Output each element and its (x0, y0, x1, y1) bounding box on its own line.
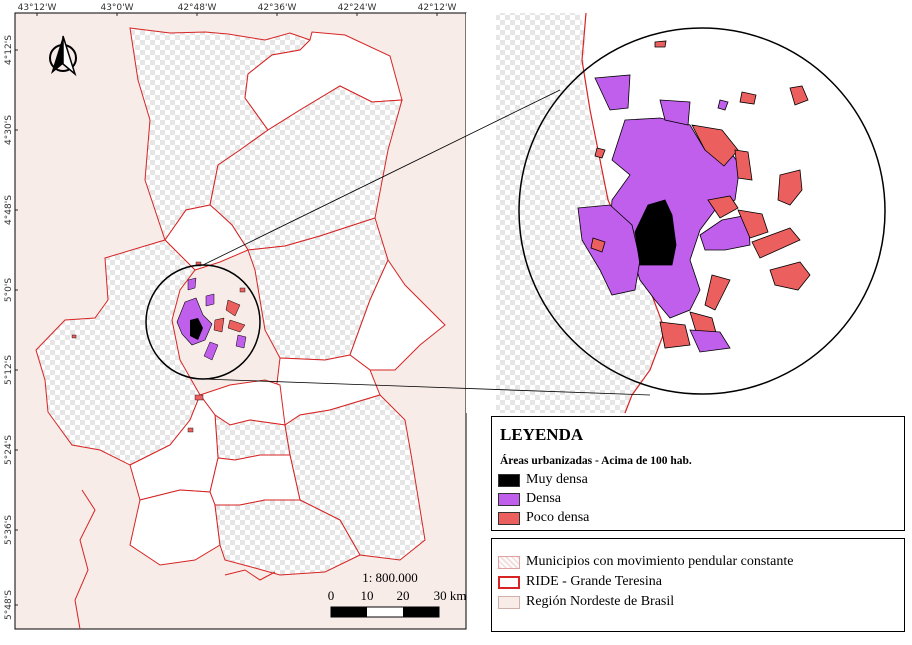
zoom-urban-areas (577, 40, 811, 353)
legend-label: Región Nordeste de Brasil (526, 594, 675, 609)
ride-municipalities (35, 27, 446, 576)
legend-item-muy-densa: Muy densa (498, 471, 588, 489)
municipality (349, 258, 446, 371)
zoom-circle (518, 27, 886, 395)
lon-label: 43°0'W (100, 3, 133, 13)
legend-urban: LEYENDA Áreas urbanizadas - Acima de 100… (491, 416, 905, 531)
river-line (224, 569, 276, 581)
left-graticule-labels: 4°12'S 4°30'S 4°48'S 5°0'S 5°12'S 5°24'S… (4, 35, 14, 620)
lon-label: 42°48'W (178, 3, 217, 13)
municipality (214, 499, 361, 576)
legend-label: Densa (526, 491, 561, 506)
swatch-ride (498, 575, 520, 589)
legend-label: RIDE - Grande Teresina (526, 574, 662, 589)
lat-label: 4°48'S (4, 195, 14, 225)
legend-item-ride: RIDE - Grande Teresina (498, 573, 662, 591)
municipality (164, 204, 249, 271)
swatch-muy-densa (498, 473, 520, 487)
lon-label: 42°36'W (258, 3, 297, 13)
lat-label: 4°12'S (4, 35, 14, 65)
north-arrow-icon (49, 35, 77, 77)
lat-label: 5°24'S (4, 435, 14, 465)
connector-line (202, 89, 561, 266)
legend-label: Muy densa (526, 472, 588, 487)
legend-label: Municipios con movimiento pendular const… (526, 554, 794, 569)
legend-boundaries: Municipios con movimiento pendular const… (491, 538, 905, 632)
scale-bar: 1: 800.000 0 10 20 30 km (328, 570, 467, 618)
scale-tick-label: 30 km (434, 588, 467, 603)
scale-tick-label: 0 (328, 588, 335, 603)
swatch-nordeste (498, 595, 520, 609)
swatch-hatch (498, 555, 520, 569)
main-urban-areas (71, 261, 247, 433)
legend-item-densa: Densa (498, 490, 561, 508)
lon-label: 42°12'W (418, 3, 457, 13)
scale-tick-label: 20 (397, 588, 410, 603)
graticule-ticks (15, 13, 438, 606)
legend-label: Poco densa (526, 510, 590, 525)
lat-label: 4°30'S (4, 115, 14, 145)
legend-item-poco-densa: Poco densa (498, 509, 589, 527)
legend-item-nordeste: Región Nordeste de Brasil (498, 593, 674, 611)
lon-label: 43°12'W (18, 3, 57, 13)
legend-title: LEYENDA (500, 425, 584, 444)
municipality (209, 454, 301, 506)
swatch-densa (498, 492, 520, 506)
lat-label: 5°0'S (4, 278, 14, 302)
lat-label: 5°36'S (4, 515, 14, 545)
legend-item-municipios: Municipios con movimiento pendular const… (498, 553, 794, 571)
lon-label: 42°24'W (338, 3, 377, 13)
lat-label: 5°12'S (4, 355, 14, 385)
top-graticule-labels: 43°12'W 43°0'W 42°48'W 42°36'W 42°24'W 4… (18, 3, 457, 13)
river-line (74, 489, 96, 630)
connector-line (202, 378, 651, 396)
scale-ratio: 1: 800.000 (362, 570, 418, 585)
scale-tick-label: 10 (361, 588, 374, 603)
legend-subtitle: Áreas urbanizadas - Acima de 100 hab. (500, 455, 692, 467)
swatch-poco-densa (498, 511, 520, 525)
lat-label: 5°48'S (4, 590, 14, 620)
